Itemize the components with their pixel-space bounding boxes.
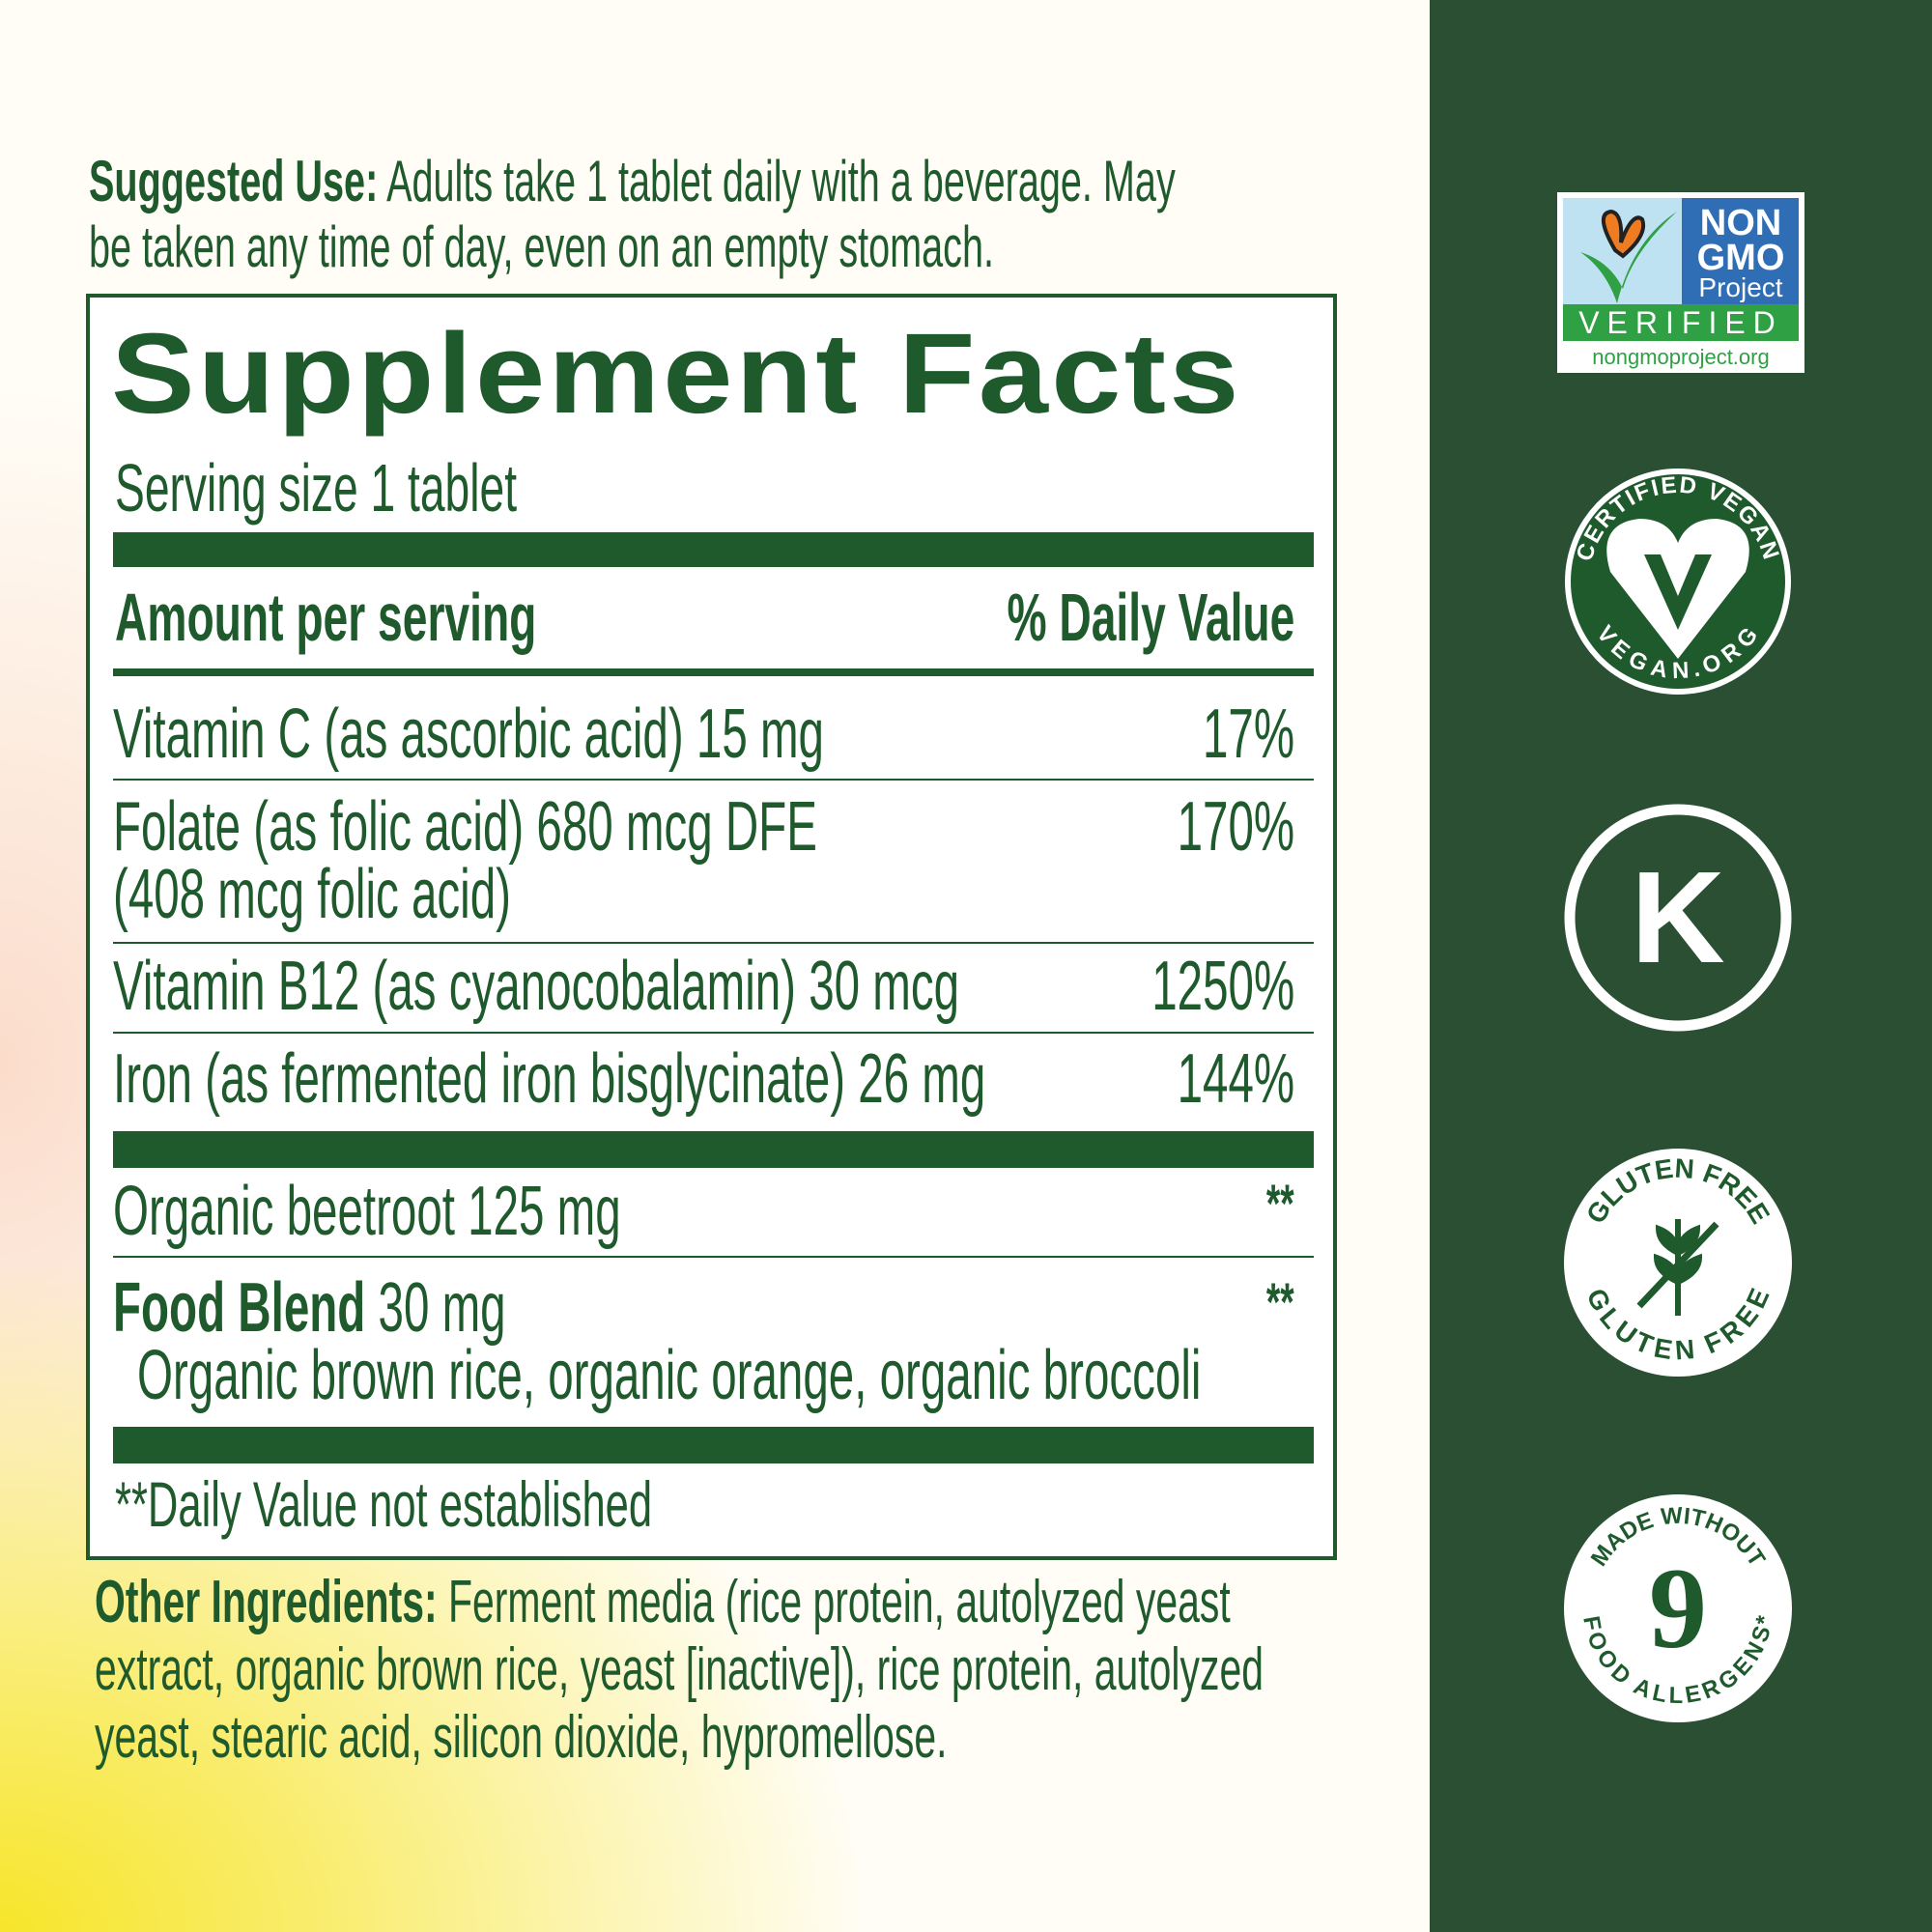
- divider: [113, 942, 1314, 944]
- divider: [113, 1256, 1314, 1258]
- certified-vegan-badge: CERTIFIED VEGAN VEGAN.ORG: [1565, 469, 1791, 695]
- other-ingredients-label: Other Ingredients:: [95, 1569, 438, 1635]
- food-blend-contents: Organic brown rice, organic orange, orga…: [137, 1337, 1202, 1414]
- food-blend-dv: **: [1266, 1271, 1294, 1332]
- supplement-facts-panel: [86, 294, 1337, 1560]
- allergen-count: 9: [1649, 1544, 1707, 1672]
- kosher-k-icon: K: [1631, 844, 1725, 990]
- divider-thick: [113, 532, 1314, 567]
- nutrient-name: Folate (as folic acid) 680 mcg DFE: [113, 788, 817, 866]
- divider-thick: [113, 1427, 1314, 1463]
- food-blend-amount: 30 mg: [378, 1269, 506, 1347]
- facts-title: Supplement Facts: [111, 310, 1242, 438]
- other-ingredients-line1: Other Ingredients: Ferment media (rice p…: [95, 1573, 1231, 1633]
- allergen-free-badge: 9 MADE WITHOUT FOOD ALLERGENS*: [1564, 1494, 1792, 1722]
- nutrient-dv: 1250%: [1151, 948, 1294, 1025]
- butterfly-icon: [1602, 209, 1645, 259]
- nutrient-name: Iron (as fermented iron bisglycinate) 26…: [113, 1040, 986, 1118]
- serving-size: Serving size 1 tablet: [115, 450, 518, 526]
- nongmo-text: GMO: [1697, 238, 1785, 278]
- footnote: **Daily Value not established: [115, 1468, 653, 1540]
- kosher-badge: K: [1564, 804, 1792, 1032]
- nongmo-text: Project: [1698, 272, 1782, 302]
- nutrient-dv: 170%: [1177, 788, 1294, 866]
- food-blend: Food Blend 30 mg: [113, 1273, 506, 1343]
- check-leaf-icon: [1580, 212, 1677, 303]
- nutrient-dv: 144%: [1177, 1040, 1294, 1118]
- divider: [113, 779, 1314, 781]
- suggested-use-label: Suggested Use:: [89, 149, 379, 213]
- other-ingredients-line3: yeast, stearic acid, silicon dioxide, hy…: [95, 1704, 948, 1771]
- nongmo-text: NON: [1700, 203, 1781, 243]
- other-ingredients-text: Ferment media (rice protein, autolyzed y…: [448, 1569, 1231, 1635]
- nongmo-text: VERIFIED: [1578, 305, 1783, 340]
- divider: [113, 1032, 1314, 1034]
- dv-header: % Daily Value: [1007, 580, 1294, 655]
- non-gmo-verified-badge: NON GMO Project VERIFIED nongmoproject.o…: [1557, 192, 1804, 373]
- nongmo-url: nongmoproject.org: [1592, 345, 1769, 369]
- amount-header: Amount per serving: [115, 580, 537, 655]
- nutrient-name: Vitamin C (as ascorbic acid) 15 mg: [113, 696, 824, 773]
- suggested-use-text: Adults take 1 tablet daily with a bevera…: [386, 149, 1176, 213]
- v-icon: [1644, 554, 1712, 630]
- gluten-free-badge: GLUTEN FREE GLUTEN FREE: [1564, 1149, 1792, 1377]
- beetroot-dv: **: [1266, 1173, 1294, 1234]
- nutrient-name: Vitamin B12 (as cyanocobalamin) 30 mcg: [113, 948, 960, 1025]
- heart-icon: [1606, 519, 1749, 659]
- beetroot-name: Organic beetroot 125 mg: [113, 1173, 621, 1250]
- other-ingredients-line2: extract, organic brown rice, yeast [inac…: [95, 1636, 1264, 1703]
- divider-medium: [113, 668, 1314, 676]
- suggested-use-line1: Suggested Use: Adults take 1 tablet dail…: [89, 153, 1176, 211]
- strike-icon: [1636, 1221, 1719, 1309]
- suggested-use-line2: be taken any time of day, even on an emp…: [89, 214, 995, 279]
- divider-thick: [113, 1131, 1314, 1168]
- nutrient-name-2: (408 mcg folic acid): [113, 856, 511, 933]
- food-blend-label: Food Blend: [113, 1269, 366, 1347]
- nutrient-dv: 17%: [1202, 696, 1294, 773]
